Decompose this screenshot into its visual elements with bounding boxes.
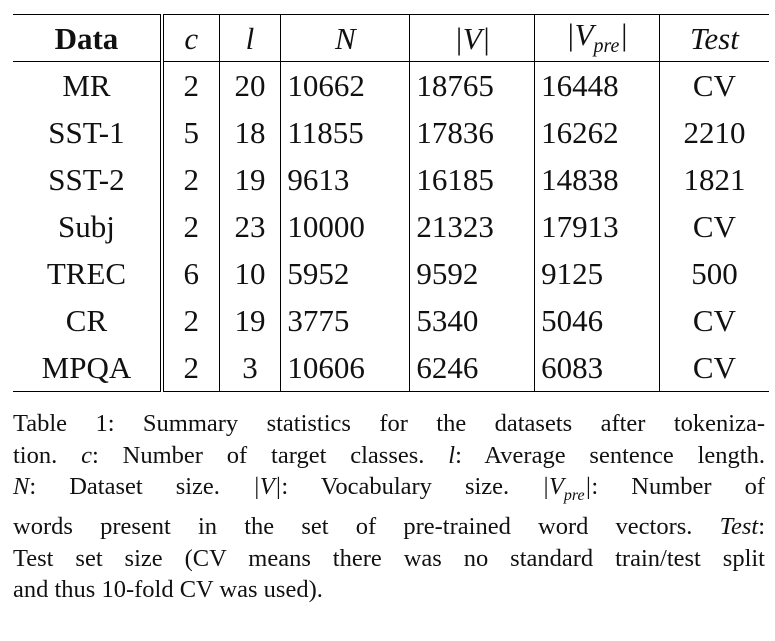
cell-n: 11855 bbox=[280, 109, 411, 156]
header-vpre-sub: pre bbox=[593, 35, 620, 58]
cell-vpre: 6083 bbox=[534, 344, 660, 392]
cell-v: 21323 bbox=[409, 203, 536, 250]
table-row: MR 2 20 10662 18765 16448 CV bbox=[13, 61, 769, 109]
cell-v: 9592 bbox=[409, 250, 536, 297]
cell-data: CR bbox=[13, 297, 164, 344]
cell-v: 16185 bbox=[409, 156, 536, 203]
cell-data: TREC bbox=[13, 250, 164, 297]
header-n: N bbox=[280, 14, 411, 62]
cell-test: 1821 bbox=[683, 162, 746, 197]
cell-c: 2 bbox=[161, 297, 220, 344]
cell-data: Subj bbox=[13, 203, 164, 250]
header-v: |V| bbox=[409, 14, 536, 62]
caption-var-v: |V| bbox=[252, 473, 282, 500]
cell-c: 5 bbox=[161, 109, 220, 156]
header-test: Test bbox=[690, 20, 739, 56]
table-row: SST-1 5 18 11855 17836 16262 2210 bbox=[13, 109, 769, 156]
caption-line-6: and thus 10-fold CV was used). bbox=[13, 576, 323, 604]
header-c: c bbox=[161, 14, 220, 62]
table-row: SST-2 2 19 9613 16185 14838 1821 bbox=[13, 156, 769, 203]
cell-vpre: 14838 bbox=[534, 156, 660, 203]
header-vpre: |Vpre| bbox=[534, 14, 660, 62]
cell-v: 5340 bbox=[409, 297, 536, 344]
header-l: l bbox=[219, 14, 282, 62]
caption-var-n: N bbox=[13, 473, 30, 500]
caption-var-test: Test bbox=[719, 513, 759, 541]
caption-var-c: c bbox=[81, 441, 92, 469]
cell-data: SST-2 bbox=[13, 156, 164, 203]
table-row: Subj 2 23 10000 21323 17913 CV bbox=[13, 203, 769, 250]
cell-n: 10606 bbox=[280, 344, 411, 392]
caption-line-4: words present in the set of pre-trained … bbox=[13, 511, 765, 543]
caption-text: : bbox=[758, 513, 765, 541]
caption-line-1: Table 1: Summary statistics for the data… bbox=[13, 410, 765, 437]
caption-vpre-sub: pre bbox=[563, 486, 585, 504]
cell-vpre: 9125 bbox=[534, 250, 660, 297]
cell-vpre: 16262 bbox=[534, 109, 660, 156]
cell-data: MPQA bbox=[13, 344, 164, 392]
cell-l: 23 bbox=[219, 203, 282, 250]
cell-v: 17836 bbox=[409, 109, 536, 156]
cell-n: 5952 bbox=[280, 250, 411, 297]
cell-c: 6 bbox=[161, 250, 220, 297]
cell-n: 9613 bbox=[280, 156, 411, 203]
table-row: TREC 6 10 5952 9592 9125 500 bbox=[13, 250, 769, 297]
statistics-table-container: Data c l N |V| |Vpre| Test MR 2 20 10662… bbox=[13, 14, 769, 392]
caption-text: : Number of target classes. bbox=[91, 441, 449, 469]
header-vpre-base: |V bbox=[566, 17, 594, 53]
cell-vpre: 5046 bbox=[534, 297, 660, 344]
caption-line-5: Test set size (CV means there was no sta… bbox=[13, 544, 765, 572]
caption-text: : Number of bbox=[591, 473, 765, 500]
cell-test: 2210 bbox=[683, 115, 746, 150]
caption-line-3: N: Dataset size. |V|: Vocabulary size. |… bbox=[13, 471, 765, 511]
caption-var-vpre: |Vpre| bbox=[542, 473, 592, 504]
cell-data: SST-1 bbox=[13, 109, 164, 156]
dataset-statistics-table: Data c l N |V| |Vpre| Test MR 2 20 10662… bbox=[13, 14, 769, 392]
cell-test: CV bbox=[692, 303, 736, 338]
cell-l: 3 bbox=[219, 344, 282, 392]
caption-text: : Dataset size. bbox=[29, 473, 253, 500]
cell-test: 500 bbox=[691, 256, 738, 291]
table-caption: Table 1: Summary statistics for the data… bbox=[13, 408, 765, 606]
cell-test: CV bbox=[692, 350, 736, 385]
cell-c: 2 bbox=[161, 156, 220, 203]
cell-c: 2 bbox=[161, 344, 220, 392]
cell-test: CV bbox=[692, 68, 736, 103]
caption-var-l: l bbox=[448, 441, 456, 469]
caption-line-2: tion. c: Number of target classes. l: Av… bbox=[13, 440, 765, 472]
cell-l: 18 bbox=[219, 109, 282, 156]
header-data: Data bbox=[13, 14, 164, 62]
cell-l: 19 bbox=[219, 297, 282, 344]
cell-test: CV bbox=[692, 209, 736, 244]
caption-text: tion. bbox=[13, 441, 82, 469]
cell-n: 10662 bbox=[280, 61, 411, 109]
cell-l: 10 bbox=[219, 250, 282, 297]
cell-l: 20 bbox=[219, 61, 282, 109]
table-row: CR 2 19 3775 5340 5046 CV bbox=[13, 297, 769, 344]
cell-l: 19 bbox=[219, 156, 282, 203]
cell-v: 6246 bbox=[409, 344, 536, 392]
table-row: MPQA 2 3 10606 6246 6083 CV bbox=[13, 344, 769, 392]
caption-text: words present in the set of pre-trained … bbox=[13, 513, 720, 541]
cell-vpre: 16448 bbox=[534, 61, 660, 109]
caption-vpre-end: | bbox=[584, 473, 592, 500]
cell-c: 2 bbox=[161, 61, 220, 109]
cell-n: 3775 bbox=[280, 297, 411, 344]
cell-vpre: 17913 bbox=[534, 203, 660, 250]
header-vpre-end: | bbox=[619, 17, 628, 53]
cell-data: MR bbox=[13, 61, 164, 109]
caption-text: : Average sentence length. bbox=[455, 441, 765, 469]
caption-text: : Vocabulary size. bbox=[281, 473, 543, 500]
cell-c: 2 bbox=[161, 203, 220, 250]
caption-vpre-base: |V bbox=[542, 473, 564, 500]
cell-v: 18765 bbox=[409, 61, 536, 109]
table-header-row: Data c l N |V| |Vpre| Test bbox=[13, 14, 769, 62]
cell-n: 10000 bbox=[280, 203, 411, 250]
